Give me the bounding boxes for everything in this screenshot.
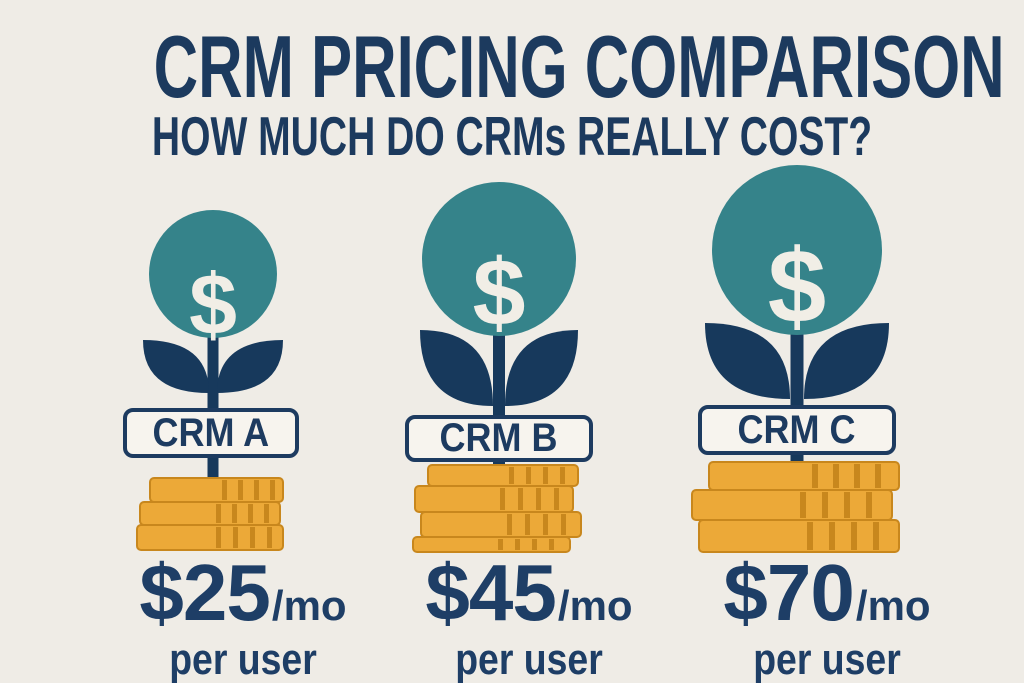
price-period: /mo <box>271 582 347 629</box>
crm-c-label-text: CRM C <box>738 407 856 452</box>
right-leaf-icon <box>804 323 889 399</box>
page-subtitle: HOW MUCH DO CRMs REALLY COST? <box>151 105 873 167</box>
price-line: $70 /mo <box>677 553 977 633</box>
coin <box>139 501 281 526</box>
price-amount: $25 <box>139 548 270 637</box>
price-line: $45 /mo <box>379 553 679 633</box>
crm-b-column: $ CRM B $45 /mo per user <box>349 160 649 683</box>
coin <box>691 489 893 521</box>
page-title: CRM PRICING COMPARISON <box>153 17 1005 116</box>
dollar-coin-circle <box>149 210 277 338</box>
money-plant-icon <box>691 165 900 553</box>
coin <box>698 519 900 553</box>
plant-stem <box>207 273 219 480</box>
price-per-user: per user <box>753 635 901 683</box>
price-line: $25 /mo <box>93 553 393 633</box>
price-amount: $70 <box>723 548 854 637</box>
right-leaf-icon <box>217 340 283 393</box>
crm-c-column: $ CRM C $70 /mo per user <box>647 160 947 683</box>
coin <box>420 511 582 538</box>
coin <box>414 485 574 513</box>
dollar-coin-circle <box>712 165 882 335</box>
crm-a-price: $25 /mo per user <box>93 553 393 682</box>
crm-c-label-badge: CRM C <box>698 405 896 455</box>
crm-b-price: $45 /mo per user <box>379 553 679 682</box>
crm-b-label-badge: CRM B <box>405 415 593 462</box>
left-leaf-icon <box>420 330 493 406</box>
coin <box>708 461 900 491</box>
money-plant-icon <box>136 210 284 551</box>
crm-c-price: $70 /mo per user <box>677 553 977 682</box>
coin-stack-icon <box>691 461 900 553</box>
price-per-user: per user <box>169 635 317 683</box>
right-leaf-icon <box>505 330 578 406</box>
left-leaf-icon <box>143 340 209 393</box>
coin <box>136 524 284 551</box>
left-leaf-icon <box>705 323 790 399</box>
crm-a-label-text: CRM A <box>152 410 270 455</box>
crm-b-label-text: CRM B <box>440 416 558 460</box>
crm-a-column: $ CRM A $25 /mo per user <box>63 160 363 683</box>
coin <box>149 477 284 503</box>
price-period: /mo <box>855 582 931 629</box>
price-amount: $45 <box>425 548 556 637</box>
dollar-coin-circle <box>422 182 576 336</box>
crm-a-label-badge: CRM A <box>123 408 299 458</box>
coin <box>427 464 579 487</box>
price-period: /mo <box>557 582 633 629</box>
coin <box>412 536 571 553</box>
price-per-user: per user <box>455 635 603 683</box>
money-plant-icon <box>412 182 582 553</box>
coin-stack-icon <box>412 464 582 553</box>
coin-stack-icon <box>136 477 284 551</box>
